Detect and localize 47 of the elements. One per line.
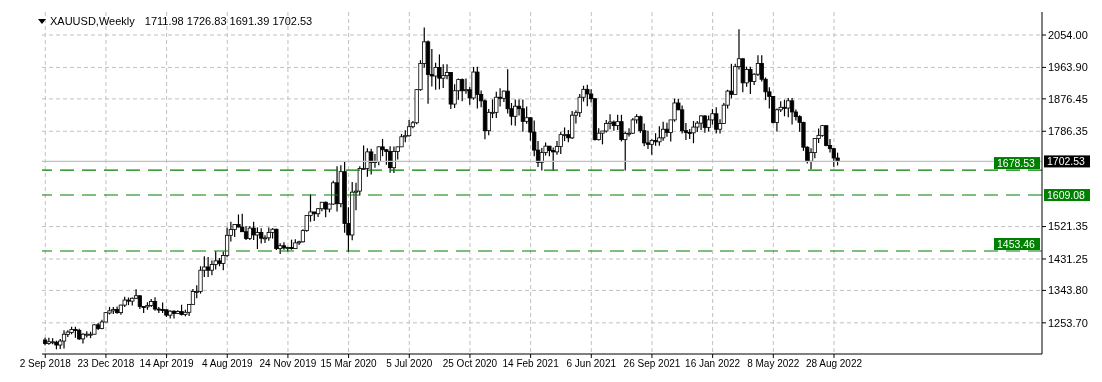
candlestick bbox=[475, 66, 480, 109]
x-tick-label: 6 Jun 2021 bbox=[566, 358, 617, 370]
x-tick-label: 28 Aug 2022 bbox=[805, 358, 863, 370]
y-tick-label: 1253.70 bbox=[1048, 316, 1088, 329]
candlestick bbox=[365, 147, 370, 178]
x-tick-label: 2 Sep 2018 bbox=[19, 358, 72, 370]
y-tick-label: 1431.25 bbox=[1048, 252, 1088, 265]
x-tick-label: 14 Apr 2019 bbox=[139, 358, 194, 370]
ref-line-label: 1702.53 bbox=[1047, 155, 1086, 168]
candlestick bbox=[213, 250, 218, 271]
x-tick-label: 14 Feb 2021 bbox=[502, 358, 560, 370]
chart-subtitle: 1711.98 1726.83 1691.39 1702.53 bbox=[144, 15, 313, 27]
y-tick-label: 1963.90 bbox=[1048, 61, 1088, 74]
candlestick bbox=[494, 91, 499, 119]
candlestick bbox=[513, 98, 518, 127]
x-tick-label: 4 Aug 2019 bbox=[201, 358, 253, 370]
y-tick-label: 1876.45 bbox=[1048, 92, 1088, 105]
candlestick bbox=[441, 63, 446, 89]
candlestick bbox=[714, 106, 719, 135]
ref-line-label: 1453.46 bbox=[997, 237, 1036, 250]
x-tick-label: 25 Oct 2020 bbox=[442, 358, 498, 370]
candlestick bbox=[661, 121, 666, 142]
x-tick-label: 16 Jan 2022 bbox=[685, 358, 741, 370]
candlestick bbox=[585, 84, 590, 107]
x-tick-label: 23 Dec 2018 bbox=[77, 358, 135, 370]
candlestick bbox=[539, 147, 544, 172]
x-tick-label: 5 Jul 2020 bbox=[386, 358, 433, 370]
candlestick bbox=[551, 146, 556, 172]
ref-line-label: 1609.08 bbox=[1047, 189, 1086, 202]
candlestick bbox=[786, 97, 791, 118]
candlestick bbox=[520, 98, 525, 133]
ref-line-label: 1678.53 bbox=[997, 157, 1036, 170]
y-tick-label: 1786.35 bbox=[1048, 125, 1088, 138]
candlestick bbox=[657, 125, 662, 147]
y-tick-label: 1343.80 bbox=[1048, 284, 1088, 297]
chart-title: XAUUSD,Weekly bbox=[50, 15, 135, 27]
x-tick-label: 26 Sep 2021 bbox=[623, 358, 681, 370]
candlestick bbox=[369, 148, 374, 176]
x-tick-label: 24 Nov 2019 bbox=[259, 358, 317, 370]
candlestick bbox=[789, 97, 795, 126]
candlestick bbox=[570, 110, 575, 140]
x-tick-label: 8 May 2022 bbox=[747, 358, 800, 370]
y-tick-label: 1521.35 bbox=[1048, 220, 1088, 233]
candlestick bbox=[388, 145, 393, 174]
y-tick-label: 2054.00 bbox=[1048, 28, 1088, 41]
x-tick-label: 15 Mar 2020 bbox=[320, 358, 378, 370]
candlestick bbox=[437, 53, 442, 90]
